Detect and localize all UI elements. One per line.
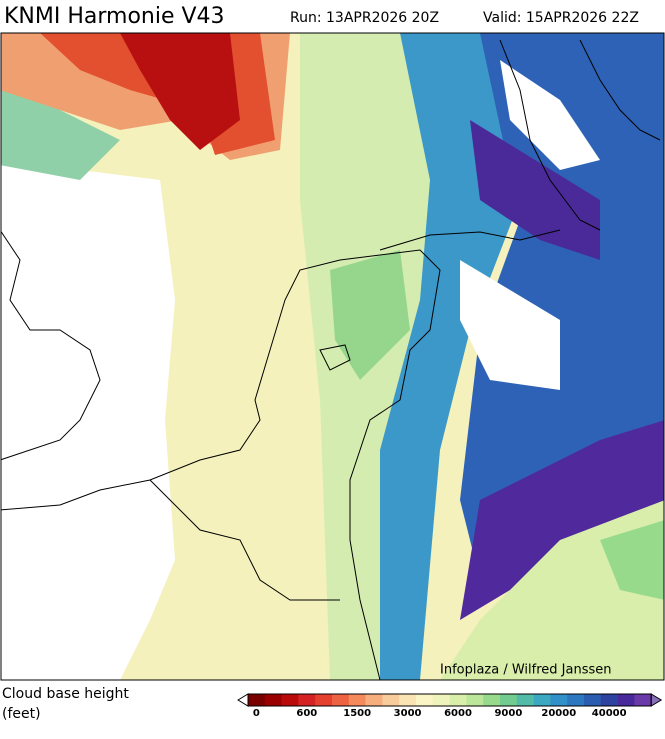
valid-time: Valid: 15APR2026 22Z: [483, 10, 639, 26]
colorbar-tick-label: 40000: [592, 708, 627, 719]
coastlines: [1, 39, 661, 680]
colorbar-swatch: [264, 694, 282, 706]
colorbar-swatch: [617, 694, 635, 706]
colorbar-swatch: [332, 694, 350, 706]
legend-unit: (feet): [2, 706, 41, 722]
colorbar-tick-label: 0: [253, 708, 260, 719]
colorbar-frame: [247, 693, 652, 707]
colorbar-swatch: [382, 694, 400, 706]
colorbar-tick-label: 600: [296, 708, 317, 719]
low-cloud: [120, 33, 240, 150]
colorbar-tick-label: 9000: [494, 708, 522, 719]
colorbar-swatch: [248, 694, 266, 706]
colorbar-swatch: [432, 694, 450, 706]
colorbar-swatch: [567, 694, 585, 706]
colorbar-swatch: [399, 694, 417, 706]
colorbar-swatch: [298, 694, 316, 706]
colorbar-swatch: [365, 694, 383, 706]
colorbar-swatch: [315, 694, 333, 706]
colorbar-swatch: [600, 694, 618, 706]
clear-area: [500, 60, 600, 170]
colorbar-swatch: [466, 694, 484, 706]
cloud: [460, 420, 664, 620]
colorbar: 0 600 1500 3000 6000 9000 20000 40000: [237, 693, 663, 719]
colorbar-swatch: [634, 694, 652, 706]
colorbar-swatch: [550, 694, 568, 706]
colorbar-tick-label: 20000: [541, 708, 576, 719]
cloud: [600, 520, 664, 600]
cloud: [470, 120, 600, 260]
colorbar-swatch: [416, 694, 434, 706]
map: Infoplaza / Wilfred Janssen: [0, 32, 665, 681]
legend-title: Cloud base height: [2, 686, 129, 702]
colorbar-swatch: [500, 694, 518, 706]
colorbar-tick-label: 1500: [343, 708, 371, 719]
cloud: [1, 90, 120, 180]
title: KNMI Harmonie V43: [4, 4, 225, 29]
colorbar-swatch: [281, 694, 299, 706]
colorbar-swatch: [533, 694, 551, 706]
cloud: [330, 250, 410, 380]
map-frame: [0, 32, 665, 681]
colorbar-swatch: [348, 694, 366, 706]
colorbar-swatch: [584, 694, 602, 706]
clear-area: [460, 260, 560, 390]
colorbar-swatch: [483, 694, 501, 706]
colorbar-swatch: [449, 694, 467, 706]
colorbar-tick-label: 3000: [394, 708, 422, 719]
run-time: Run: 13APR2026 20Z: [290, 10, 439, 26]
clear-area: [1, 160, 175, 680]
colorbar-swatch: [516, 694, 534, 706]
colorbar-tick-label: 6000: [444, 708, 472, 719]
credit: Infoplaza / Wilfred Janssen: [440, 663, 612, 678]
